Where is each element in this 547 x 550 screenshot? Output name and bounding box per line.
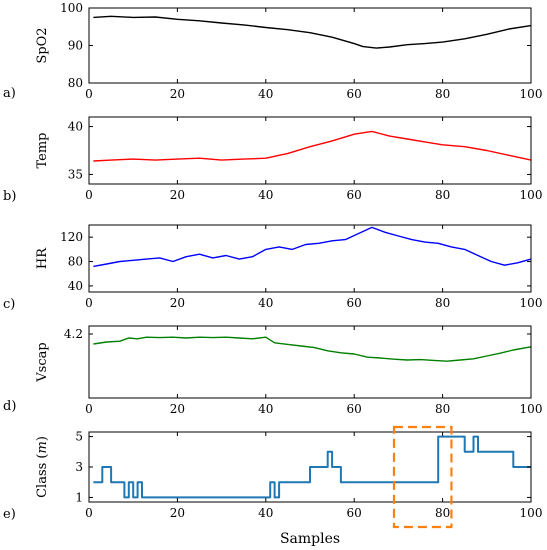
series-line-1 <box>93 336 532 362</box>
series-line-1 <box>93 435 531 499</box>
x-tick-label: 100 <box>520 296 543 310</box>
y-axis-label: Class (m) <box>35 436 50 498</box>
x-tick-label: 100 <box>520 402 543 416</box>
panel-label: d) <box>3 399 16 414</box>
plot-frame <box>88 224 532 293</box>
x-tick-label: 20 <box>170 296 185 310</box>
x-tick-label: 0 <box>85 296 93 310</box>
x-tick-label: 100 <box>520 188 543 202</box>
highlight-box <box>392 425 453 529</box>
y-axis-label: Vscap <box>35 342 50 382</box>
y-tick-label: 5 <box>75 430 83 444</box>
y-tick-label: 100 <box>60 1 83 15</box>
x-tick-label: 100 <box>520 87 543 101</box>
x-tick-label: 0 <box>85 506 93 520</box>
y-tick-label: 90 <box>68 39 83 53</box>
x-tick-label: 0 <box>85 188 93 202</box>
x-tick-label: 40 <box>258 402 273 416</box>
y-tick-label: 35 <box>68 167 83 181</box>
y-axis-label: HR <box>35 247 50 269</box>
y-tick-label: 3 <box>75 460 83 474</box>
x-tick-label: 60 <box>347 296 362 310</box>
panel-3: 0 20 40 60 80 100 40 80 120 HR c) <box>3 224 543 312</box>
x-tick-label: 80 <box>435 402 450 416</box>
plot-frame <box>88 325 532 399</box>
x-tick-label: 80 <box>435 87 450 101</box>
x-tick-label: 20 <box>170 188 185 202</box>
panel-label: a) <box>3 86 16 101</box>
y-tick-label: 40 <box>68 279 83 293</box>
x-axis-label: Samples <box>280 531 340 547</box>
y-tick-label: 80 <box>68 255 83 269</box>
y-axis-label: Temp <box>35 132 50 168</box>
y-tick-label: 4.2 <box>64 327 83 341</box>
x-tick-label: 80 <box>435 188 450 202</box>
panel-label: b) <box>3 189 16 204</box>
panel-label: e) <box>3 507 16 522</box>
x-tick-label: 20 <box>170 87 185 101</box>
y-tick-label: 40 <box>68 120 83 134</box>
x-tick-label: 60 <box>347 188 362 202</box>
y-tick-label: 120 <box>60 230 83 244</box>
x-tick-label: 80 <box>435 296 450 310</box>
series-line-1 <box>93 130 532 162</box>
x-tick-label: 40 <box>258 506 273 520</box>
x-tick-label: 20 <box>170 402 185 416</box>
x-tick-label: 40 <box>258 296 273 310</box>
series-line-1 <box>93 15 532 49</box>
y-tick-label: 1 <box>75 490 83 504</box>
x-tick-label: 100 <box>520 506 543 520</box>
x-tick-label: 80 <box>435 506 450 520</box>
panel-4: 0 20 40 60 80 100 4.2 Vscap d) <box>3 325 543 416</box>
panel-2: 0 20 40 60 80 100 35 40 Temp b) <box>3 116 543 204</box>
plot-frame <box>88 116 532 185</box>
x-tick-label: 40 <box>258 188 273 202</box>
x-tick-label: 40 <box>258 87 273 101</box>
y-axis-label: SpO2 <box>35 27 50 63</box>
x-tick-label: 0 <box>85 402 93 416</box>
x-tick-label: 60 <box>347 506 362 520</box>
panel-label: c) <box>3 297 15 312</box>
plot-frame <box>88 7 532 84</box>
x-tick-label: 20 <box>170 506 185 520</box>
x-tick-label: 60 <box>347 402 362 416</box>
panel-5: 0 20 40 60 80 100 1 3 5 Class (m) e) Samples <box>3 425 543 547</box>
x-tick-label: 0 <box>85 87 93 101</box>
y-tick-label: 80 <box>68 76 83 90</box>
x-tick-label: 60 <box>347 87 362 101</box>
series-line-1 <box>93 226 532 268</box>
panel-1: 0 20 40 60 80 100 80 90 100 SpO2 a) <box>3 1 542 101</box>
